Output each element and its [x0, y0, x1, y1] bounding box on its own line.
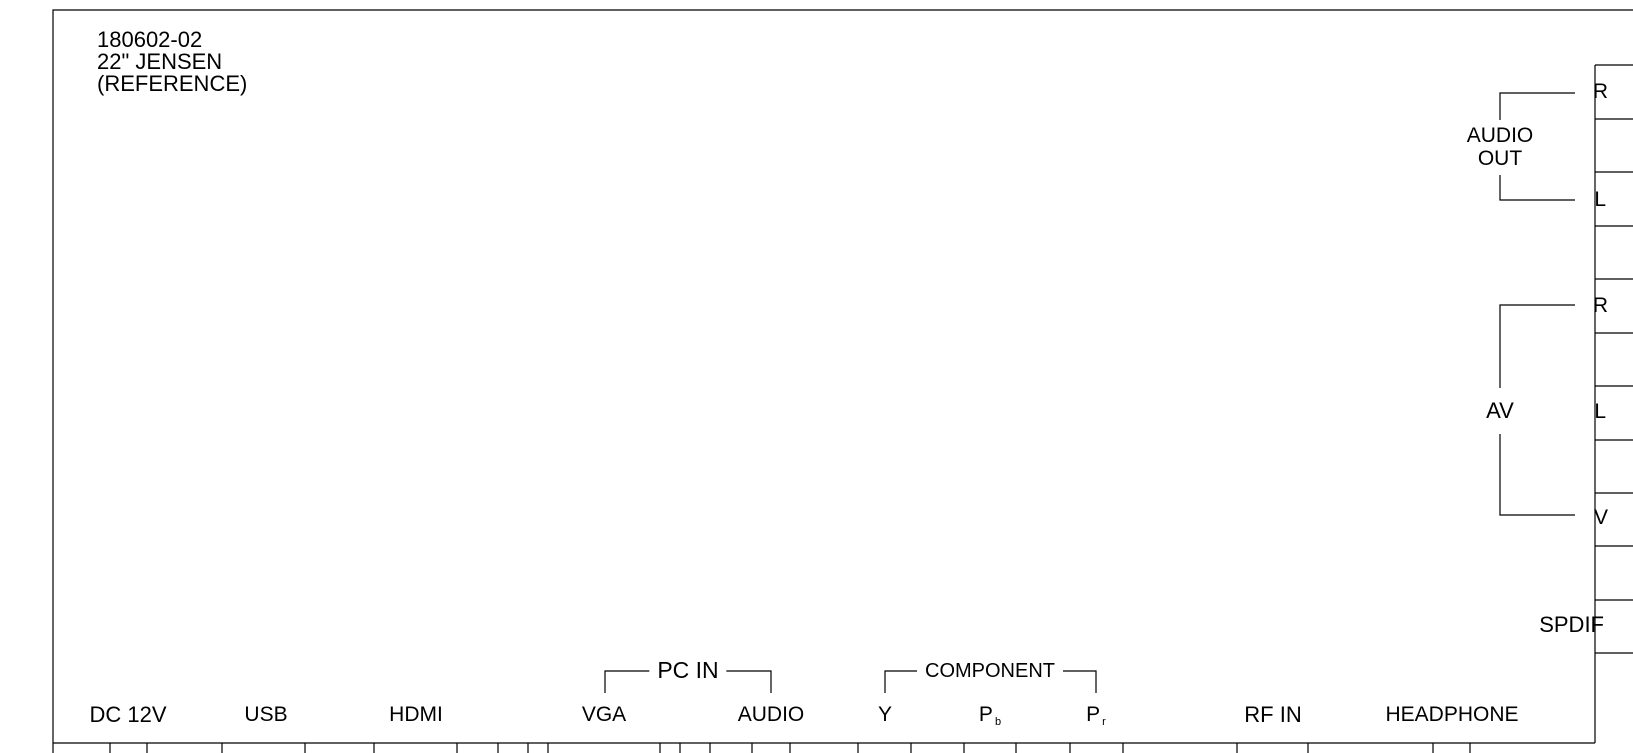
av-group-label: AV	[1486, 398, 1514, 423]
component-group-label: COMPONENT	[917, 659, 1063, 683]
port-av-r: R	[1592, 294, 1608, 317]
audio-out-label-line1: AUDIO	[1466, 124, 1534, 147]
panel-border	[52, 9, 1633, 753]
audio-out-group-label: AUDIO OUT	[1460, 124, 1540, 170]
header-model-name: 22" JENSEN	[97, 49, 223, 74]
header-model-number: 180602-02	[97, 27, 203, 52]
port-component-pb-subscript: b	[994, 716, 1002, 728]
port-component-pr-letter: P	[1086, 703, 1101, 726]
port-component-pr-subscript: r	[1102, 716, 1106, 728]
port-hdmi: HDMI	[389, 703, 443, 726]
port-usb: USB	[244, 703, 288, 726]
header-reference: (REFERENCE)	[97, 71, 248, 96]
port-vga: VGA	[581, 703, 627, 726]
audio-out-label-mask	[1450, 120, 1550, 175]
bottom-ticks	[109, 743, 1471, 753]
port-component-y: Y	[877, 703, 893, 726]
port-audio-out-l: L	[1594, 188, 1606, 211]
port-dc-12v: DC 12V	[89, 702, 167, 727]
port-audio-out-r: R	[1592, 80, 1608, 103]
port-rf-in: RF IN	[1244, 702, 1302, 727]
port-av-v: V	[1593, 506, 1608, 529]
port-spdif: SPDIF	[1539, 612, 1604, 637]
av-label-mask	[1470, 388, 1530, 434]
port-av-l: L	[1594, 400, 1606, 423]
audio-out-bracket	[1499, 92, 1575, 201]
pc-in-group-label: PC IN	[649, 658, 727, 682]
right-ticks	[1595, 64, 1633, 654]
port-headphone: HEADPHONE	[1385, 703, 1519, 726]
port-pc-audio: AUDIO	[737, 703, 805, 726]
audio-out-label-line2: OUT	[1477, 147, 1523, 170]
port-component-pb-letter: P	[978, 703, 993, 726]
